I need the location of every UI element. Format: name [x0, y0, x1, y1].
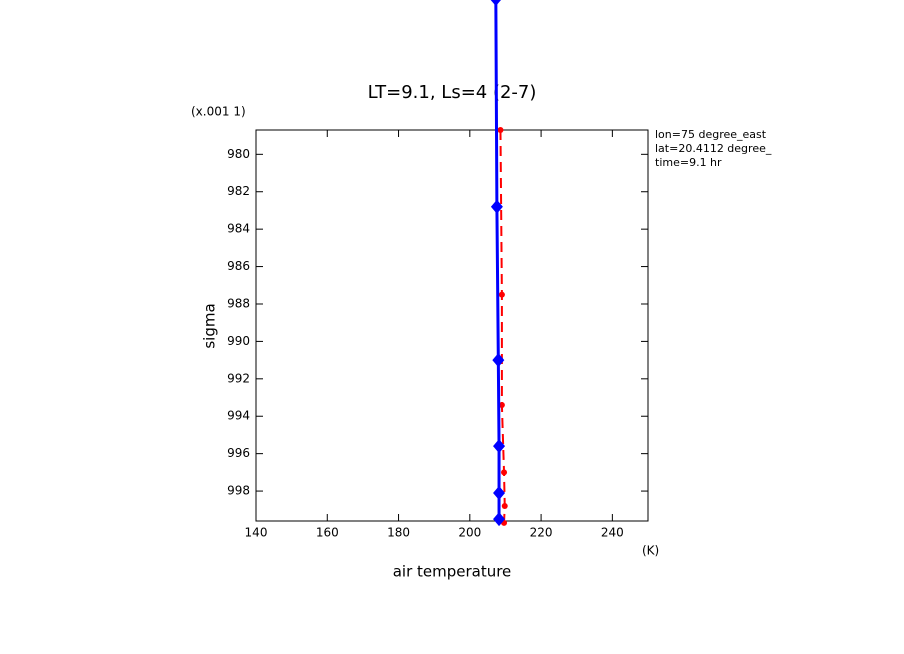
y-tick-label: 984: [227, 222, 250, 236]
y-tick-label: 980: [227, 147, 250, 161]
marker: [498, 402, 505, 409]
marker: [490, 0, 502, 7]
x-tick-label: 220: [530, 526, 553, 540]
x-tick-label: 160: [316, 526, 339, 540]
y-tick-label: 986: [227, 259, 250, 273]
x-tick-label: 140: [245, 526, 268, 540]
chart-title: LT=9.1, Ls=4 (2-7): [368, 82, 537, 103]
annotation: lat=20.4112 degree_: [655, 142, 772, 155]
y-tick-label: 992: [227, 371, 250, 385]
y-tick-label: 996: [227, 446, 250, 460]
y-tick-label: 994: [227, 409, 250, 423]
marker: [493, 439, 506, 454]
marker: [497, 127, 504, 133]
annotation: time=9.1 hr: [655, 156, 722, 169]
series-line: [499, 129, 506, 523]
x-tick-label: 200: [458, 526, 481, 540]
y-tick-label: 990: [227, 334, 250, 348]
y-tick-label: 982: [227, 184, 250, 198]
marker: [493, 485, 506, 500]
marker: [492, 353, 505, 368]
marker: [501, 469, 508, 476]
annotation: lon=75 degree_east: [655, 128, 767, 141]
marker: [498, 291, 505, 298]
plot-frame: [255, 129, 649, 522]
marker: [490, 199, 503, 214]
x-unit: (K): [642, 544, 659, 558]
y-tick-label: 988: [227, 296, 250, 310]
x-axis-label: air temperature: [393, 563, 512, 581]
x-tick-label: 180: [387, 526, 410, 540]
y-axis-label: sigma: [201, 303, 219, 348]
marker: [493, 512, 506, 527]
y-tick-label: 998: [227, 484, 250, 498]
y-scale-label: (x.001 1): [191, 105, 246, 119]
marker: [501, 503, 508, 510]
x-tick-label: 240: [601, 526, 624, 540]
